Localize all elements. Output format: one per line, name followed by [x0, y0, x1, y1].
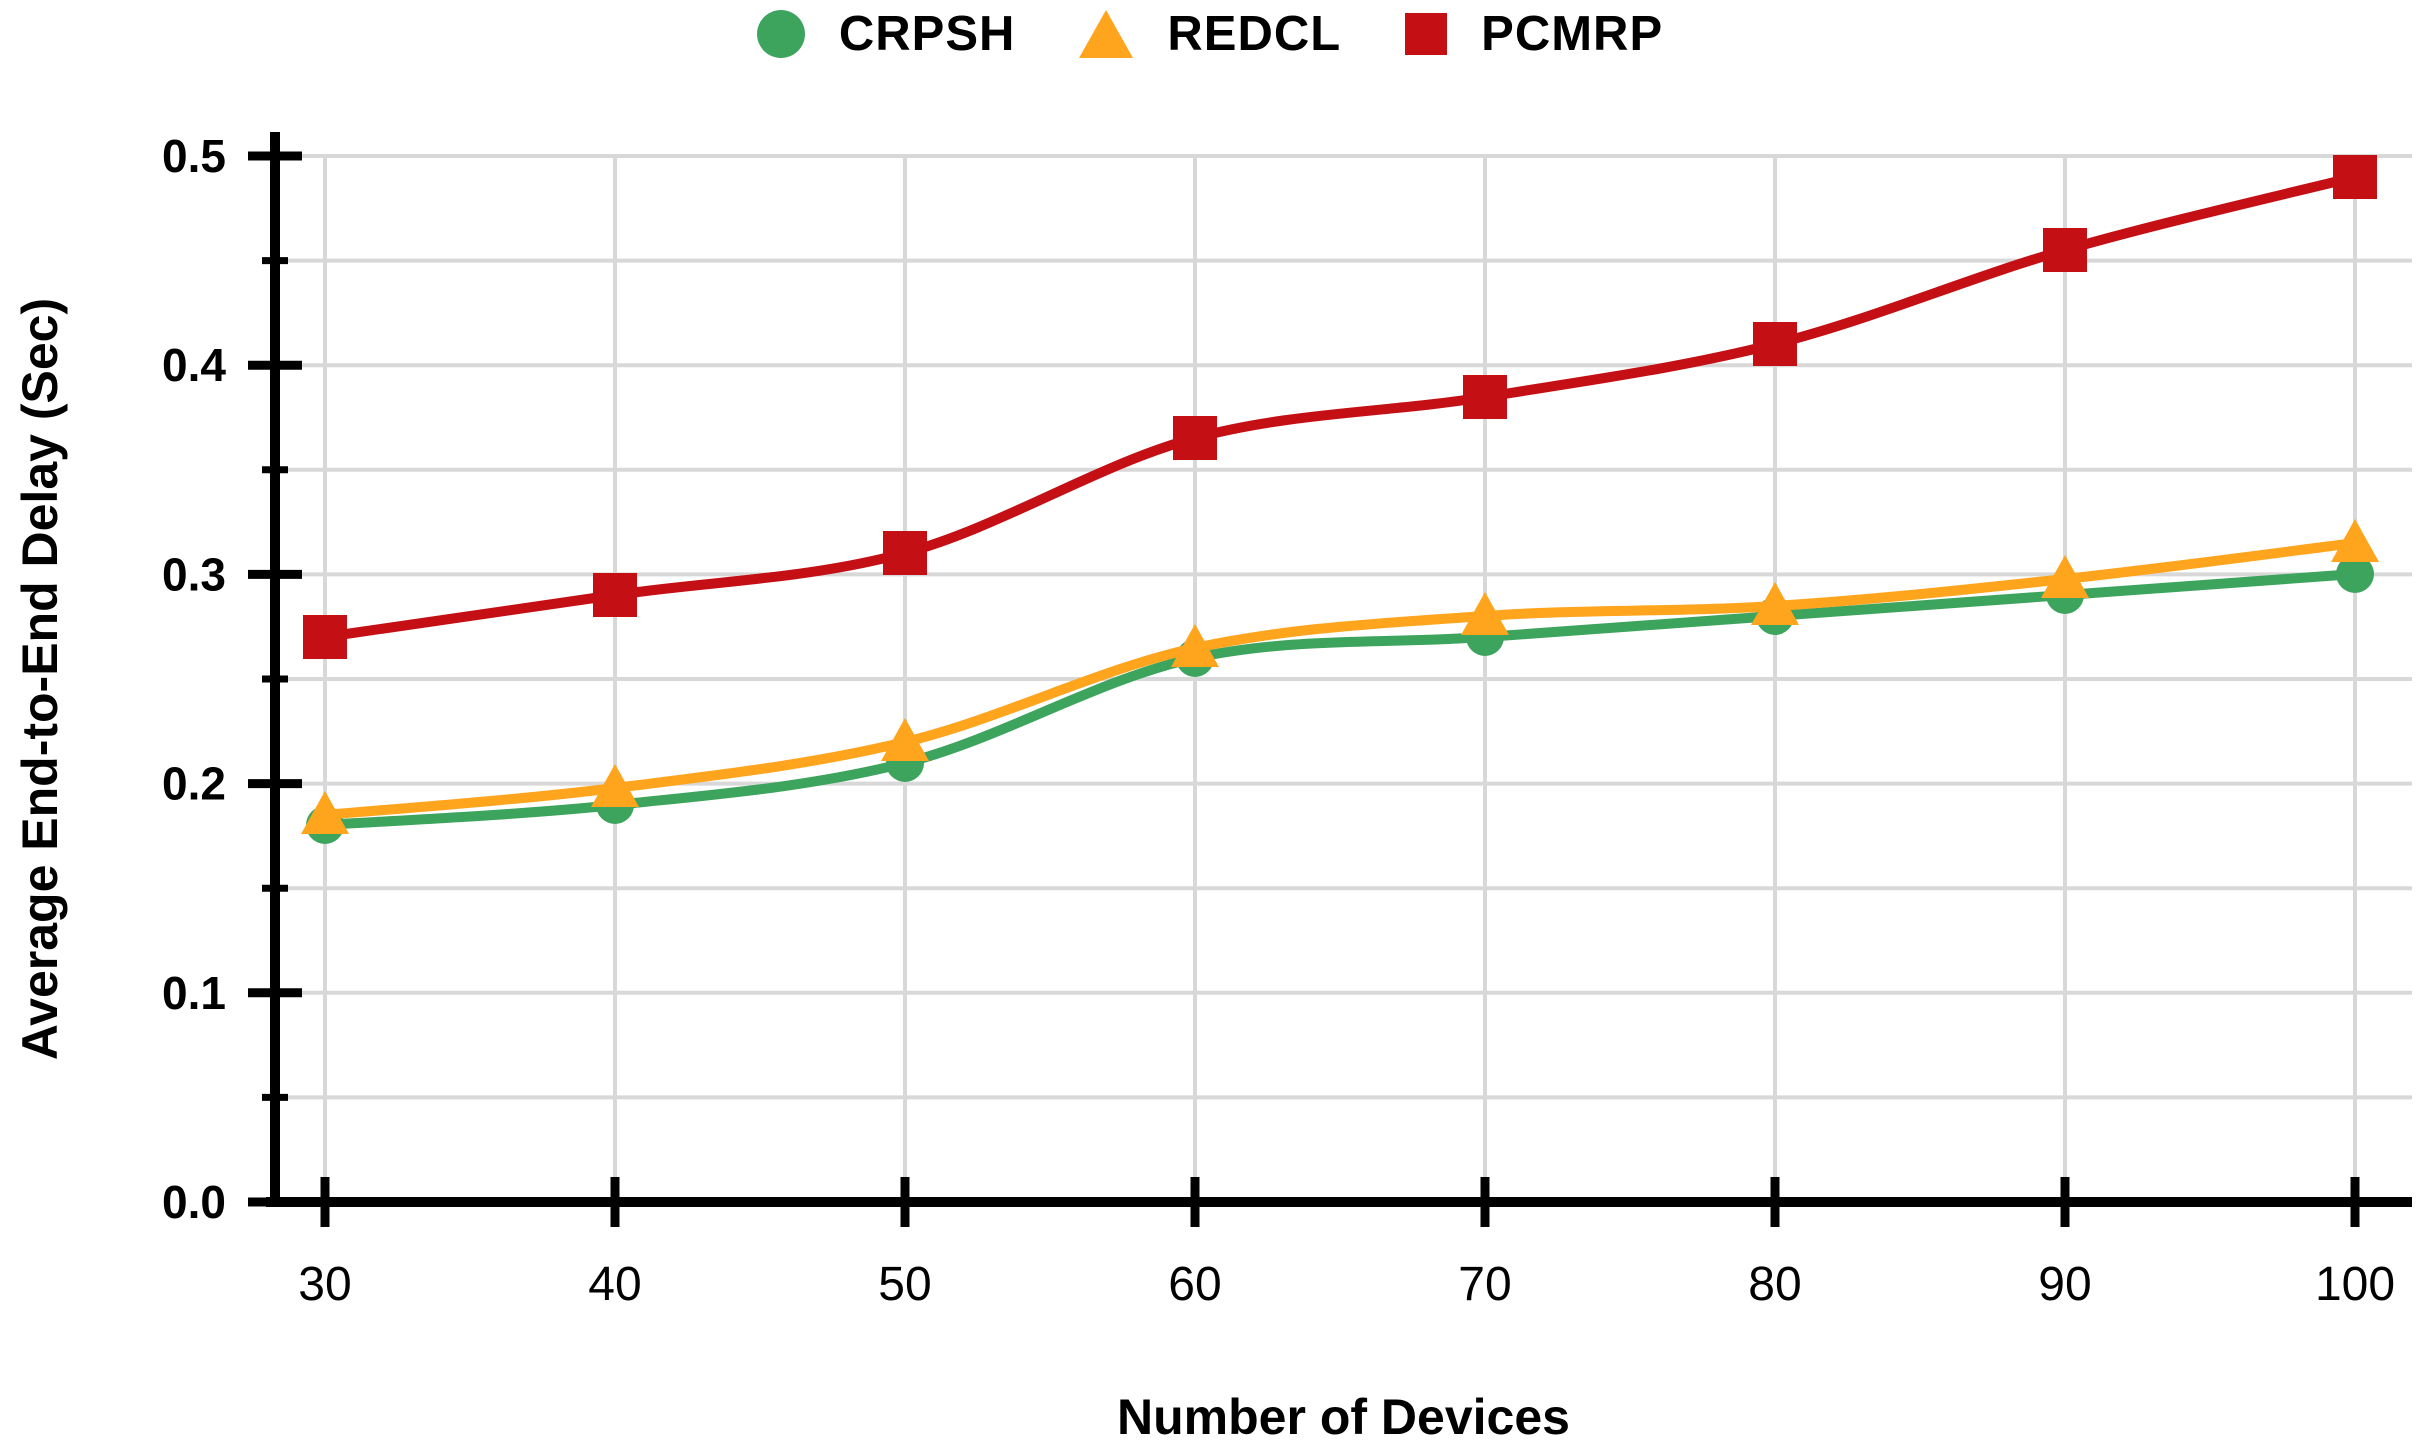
x-tick-label: 60	[1168, 1258, 1221, 1311]
tick-labels: 0.0 0.1 0.2 0.3 0.4 0.5 30 40 50 60 70 80 90 100	[162, 130, 2395, 1311]
data-point-marker-pcmrp	[2333, 155, 2377, 199]
legend-item-redcl: REDCL	[1079, 6, 1341, 62]
legend-label-redcl: REDCL	[1167, 7, 1342, 61]
x-tick-label: 40	[588, 1258, 641, 1311]
data-point-marker-redcl	[2331, 519, 2379, 562]
x-axis-title: Number of Devices	[1117, 1389, 1570, 1445]
y-tick-label: 0.2	[162, 758, 226, 810]
y-tick-label: 0.4	[162, 339, 226, 391]
data-point-marker-redcl	[591, 764, 639, 807]
y-tick-label: 0.5	[162, 130, 226, 182]
series-line-pcmrp	[320, 172, 2360, 642]
data-point-marker-pcmrp	[593, 573, 637, 617]
legend-item-pcmrp: PCMRP	[1405, 6, 1663, 62]
chart-legend: CRPSH REDCL PCMRP	[0, 6, 2420, 62]
axis-ticks	[248, 151, 2360, 1227]
x-tick-label: 70	[1458, 1258, 1511, 1311]
y-axis-title-wrap: Average End-to-End Delay (Sec)	[0, 156, 80, 1202]
gridlines	[275, 154, 2412, 1202]
legend-item-crpsh: CRPSH	[756, 6, 1016, 62]
data-point-marker-redcl	[1751, 582, 1799, 625]
data-point-marker-redcl	[301, 791, 349, 834]
x-tick-label: 50	[878, 1258, 931, 1311]
y-axis-title: Average End-to-End Delay (Sec)	[12, 297, 68, 1061]
axis-lines	[266, 132, 2412, 1207]
x-tick-label: 80	[1748, 1258, 1801, 1311]
y-tick-label: 0.0	[162, 1176, 226, 1228]
crpsh-circle-marker-icon	[756, 10, 805, 58]
data-point-marker-pcmrp	[1463, 375, 1507, 419]
data-point-marker-pcmrp	[2043, 228, 2087, 272]
data-point-marker-pcmrp	[1753, 322, 1797, 366]
data-point-marker-redcl	[1171, 624, 1219, 667]
data-point-marker-redcl	[1461, 592, 1509, 635]
data-point-marker-pcmrp	[1173, 416, 1217, 460]
data-point-marker-redcl	[881, 718, 929, 761]
legend-label-pcmrp: PCMRP	[1481, 7, 1664, 61]
data-point-marker-redcl	[2041, 555, 2089, 598]
x-tick-label: 30	[298, 1258, 351, 1311]
y-tick-label: 0.3	[162, 548, 226, 600]
series-line-crpsh	[320, 569, 2360, 830]
series-line-redcl	[320, 538, 2360, 820]
redcl-triangle-marker-icon	[1079, 10, 1134, 58]
legend-label-crpsh: CRPSH	[838, 7, 1016, 61]
x-tick-label: 100	[2315, 1258, 2395, 1311]
data-point-marker-pcmrp	[883, 531, 927, 575]
data-point-marker-pcmrp	[303, 615, 347, 659]
x-tick-label: 90	[2038, 1258, 2091, 1311]
data-series	[301, 155, 2379, 844]
pcmrp-square-marker-icon	[1405, 13, 1448, 55]
data-point-marker-crpsh	[2336, 555, 2374, 593]
y-tick-label: 0.1	[162, 967, 226, 1019]
